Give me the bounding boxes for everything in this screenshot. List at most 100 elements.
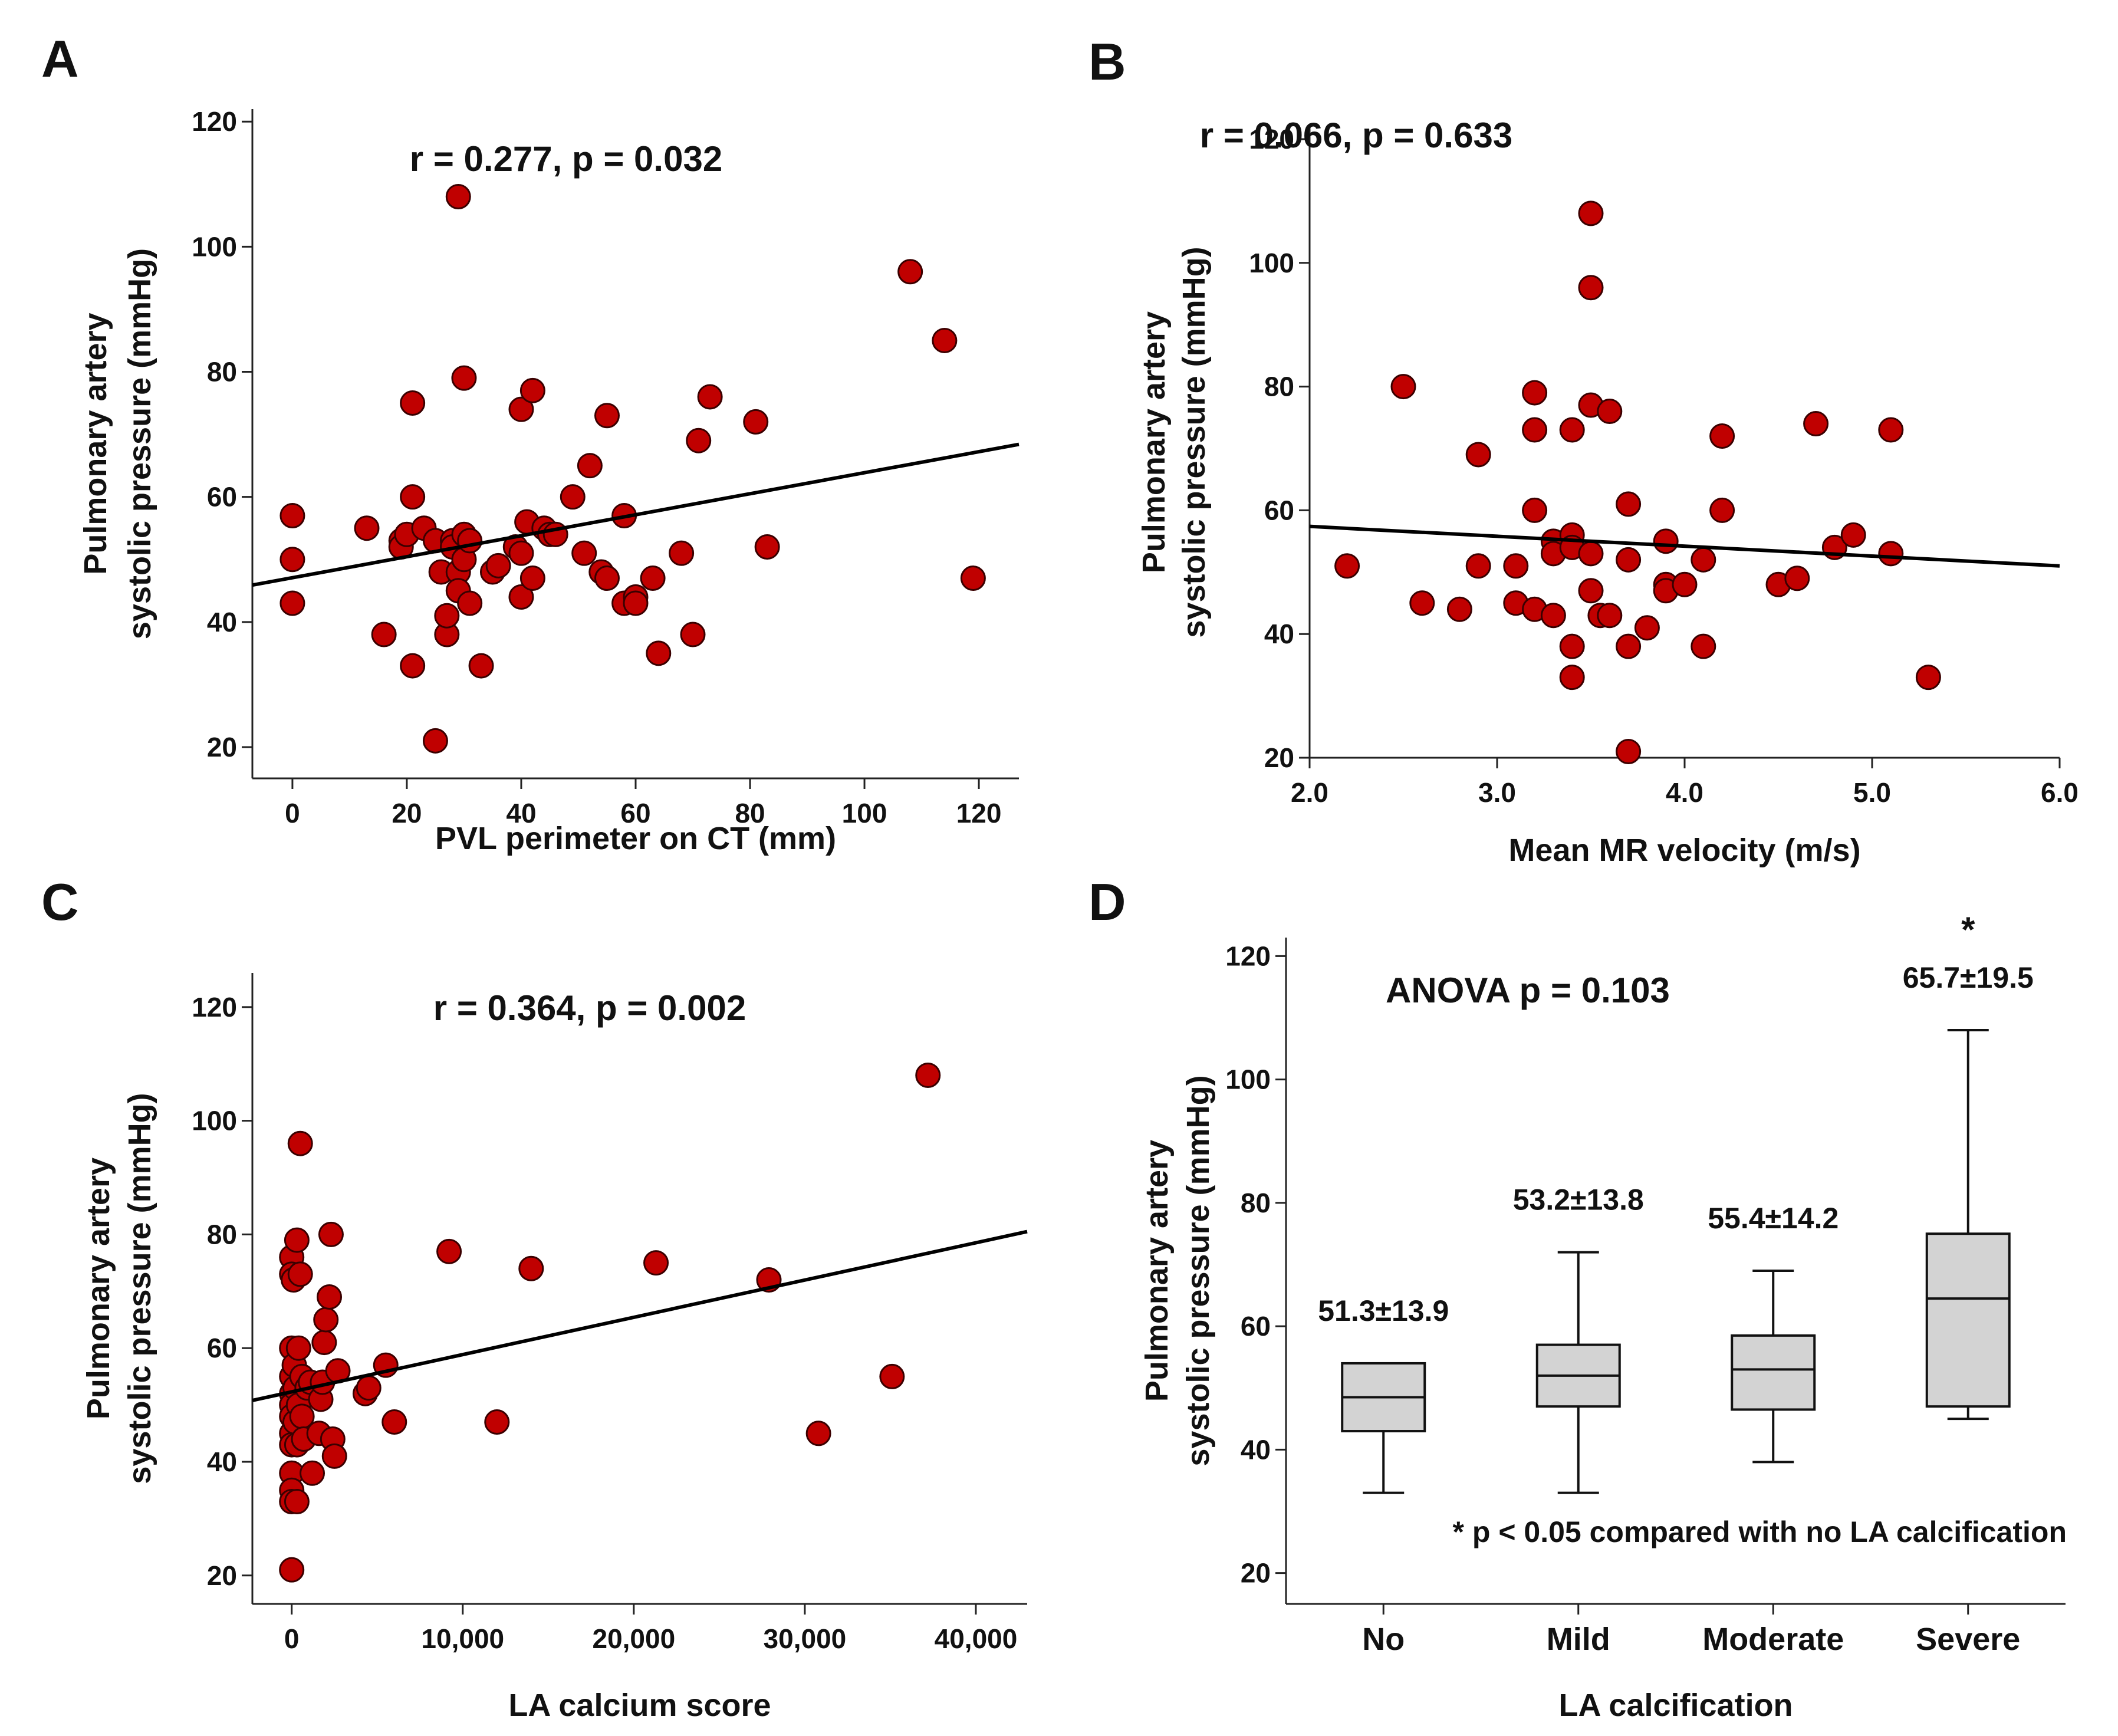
panel-d-box-label: 53.2±13.8: [1513, 1183, 1644, 1216]
panel-c-x-tick-label: 10,000: [421, 1623, 504, 1654]
panel-c-x-tick-label: 40,000: [935, 1623, 1018, 1654]
panel-b-data-point: [1409, 590, 1435, 616]
panel-d-y-tick-label: 80: [1241, 1188, 1271, 1218]
panel-a-x-tick-label: 120: [956, 798, 1002, 828]
panel-b-data-point: [1878, 541, 1904, 567]
panel-d-box-label: 55.4±14.2: [1708, 1202, 1839, 1235]
panel-c-data-point: [915, 1063, 941, 1089]
panel-a-data-point: [686, 428, 712, 453]
panel-c-data-point: [805, 1421, 831, 1446]
panel-c-data-point: [518, 1255, 544, 1281]
panel-b-data-point: [1634, 615, 1660, 641]
panel-d-box: [1925, 1232, 2011, 1408]
panel-a-data-point: [279, 547, 305, 573]
panel-a-y-tick-label: 100: [192, 231, 237, 262]
panel-a-data-point: [594, 403, 620, 429]
panel-b-data-point: [1578, 578, 1604, 604]
panel-b-y-tick-label: 40: [1264, 619, 1294, 649]
panel-d-category-label: No: [1362, 1622, 1405, 1657]
panel-b-y-label-line2: systolic pressure (mmHg): [1176, 246, 1212, 637]
panel-a-x-tick-label: 0: [285, 798, 300, 828]
panel-a-data-point: [445, 184, 471, 210]
panel-c-data-point: [321, 1443, 347, 1469]
panel-b-data-point: [1691, 547, 1716, 573]
panel-a-data-point: [669, 540, 695, 566]
panel-a-y-tick-label: 80: [207, 357, 237, 387]
panel-b-data-point: [1465, 442, 1491, 468]
panel-a-data-point: [457, 528, 483, 554]
panel-a-data-point: [371, 622, 397, 647]
panel-c-data-point: [287, 1130, 313, 1156]
panel-a-data-point: [468, 653, 494, 679]
panel-b-data-point: [1691, 633, 1716, 659]
panel-b-data-point: [1616, 491, 1642, 517]
panel-b-data-point: [1803, 411, 1829, 437]
panel-a-data-point: [457, 590, 483, 616]
panel-b-data-point: [1559, 633, 1585, 659]
panel-d-y-tick-label: 20: [1241, 1558, 1271, 1589]
panel-c-x-label: LA calcium score: [508, 1688, 771, 1723]
panel-c-data-point: [356, 1375, 381, 1401]
panel-a-data-point: [646, 640, 672, 666]
panel-c-letter: C: [41, 873, 79, 931]
panel-a-data-point: [400, 390, 426, 416]
panel-b-data-point: [1616, 633, 1642, 659]
panel-c-data-point: [484, 1409, 510, 1435]
panel-b-data-point: [1390, 374, 1416, 400]
panel-a-y-tick-label: 40: [207, 607, 237, 637]
panel-c-y-label-line2: systolic pressure (mmHg): [122, 1093, 157, 1484]
panel-a-x-tick-label: 20: [392, 798, 422, 828]
panel-b-data-point: [1559, 665, 1585, 691]
panel-b-x-tick-label: 3.0: [1478, 777, 1516, 808]
panel-a-data-point: [485, 553, 511, 578]
panel-a-y-tick-label: 60: [207, 482, 237, 512]
panel-d-y-tick-label: 120: [1225, 941, 1271, 971]
panel-a-data-point: [451, 365, 477, 391]
panel-a-y-tick-label: 120: [192, 106, 237, 137]
panel-d-category-label: Moderate: [1702, 1622, 1844, 1657]
panel-c-data-point: [285, 1335, 311, 1361]
panel-d-annotation: ANOVA p = 0.103: [1386, 971, 1670, 1010]
panel-d-significance-star: *: [1961, 910, 1975, 949]
panel-b-data-point: [1578, 541, 1604, 567]
panel-c-data-point: [313, 1307, 339, 1333]
panel-c-x-tick-label: 20,000: [592, 1623, 675, 1654]
panel-b-data-point: [1559, 417, 1585, 443]
panel-a-letter: A: [41, 29, 79, 88]
panel-b-data-point: [1503, 553, 1529, 579]
panel-c-y-label-line1: Pulmonary artery: [81, 1158, 116, 1419]
panel-a-data-point: [640, 565, 666, 591]
panel-a-x-label: PVL perimeter on CT (mm): [435, 821, 836, 856]
panel-d-category-label: Mild: [1547, 1622, 1610, 1657]
panel-a-data-point: [279, 590, 305, 616]
panel-b-data-point: [1597, 603, 1623, 629]
panel-a-data-point: [279, 502, 305, 528]
panel-a-x-tick-label: 40: [506, 798, 536, 828]
panel-b-data-point: [1616, 547, 1642, 573]
panel-c-x-tick-label: 0: [284, 1623, 300, 1654]
panel-b-data-point: [1578, 275, 1604, 301]
panel-a-data-point: [571, 540, 597, 566]
panel-c-y-tick-label: 20: [207, 1560, 237, 1591]
panel-d-y-label-line1: Pulmonary artery: [1139, 1140, 1175, 1402]
panel-c-x-tick-label: 30,000: [764, 1623, 847, 1654]
panel-d-box-label: 51.3±13.9: [1318, 1294, 1449, 1327]
panel-b-data-point: [1878, 417, 1904, 443]
panel-d-x-label: LA calcification: [1558, 1688, 1793, 1723]
panel-d-footnote: * p < 0.05 compared with no LA calcifica…: [1453, 1515, 2067, 1548]
panel-a-data-point: [697, 384, 723, 410]
panel-a-data-point: [434, 603, 460, 629]
panel-b-data-point: [1578, 200, 1604, 226]
panel-c-y-tick-label: 100: [192, 1106, 237, 1136]
panel-c-data-point: [436, 1238, 462, 1264]
panel-b-data-point: [1522, 380, 1548, 406]
panel-c-data-point: [284, 1488, 310, 1514]
panel-b-data-point: [1334, 553, 1360, 579]
panel-c-data-point: [279, 1557, 305, 1583]
panel-c-data-point: [643, 1250, 669, 1276]
panel-a-data-point: [960, 565, 986, 591]
panel-c-annotation: r = 0.364, p = 0.002: [433, 988, 746, 1028]
panel-a-data-point: [754, 534, 780, 560]
panel-b-data-point: [1522, 497, 1548, 523]
